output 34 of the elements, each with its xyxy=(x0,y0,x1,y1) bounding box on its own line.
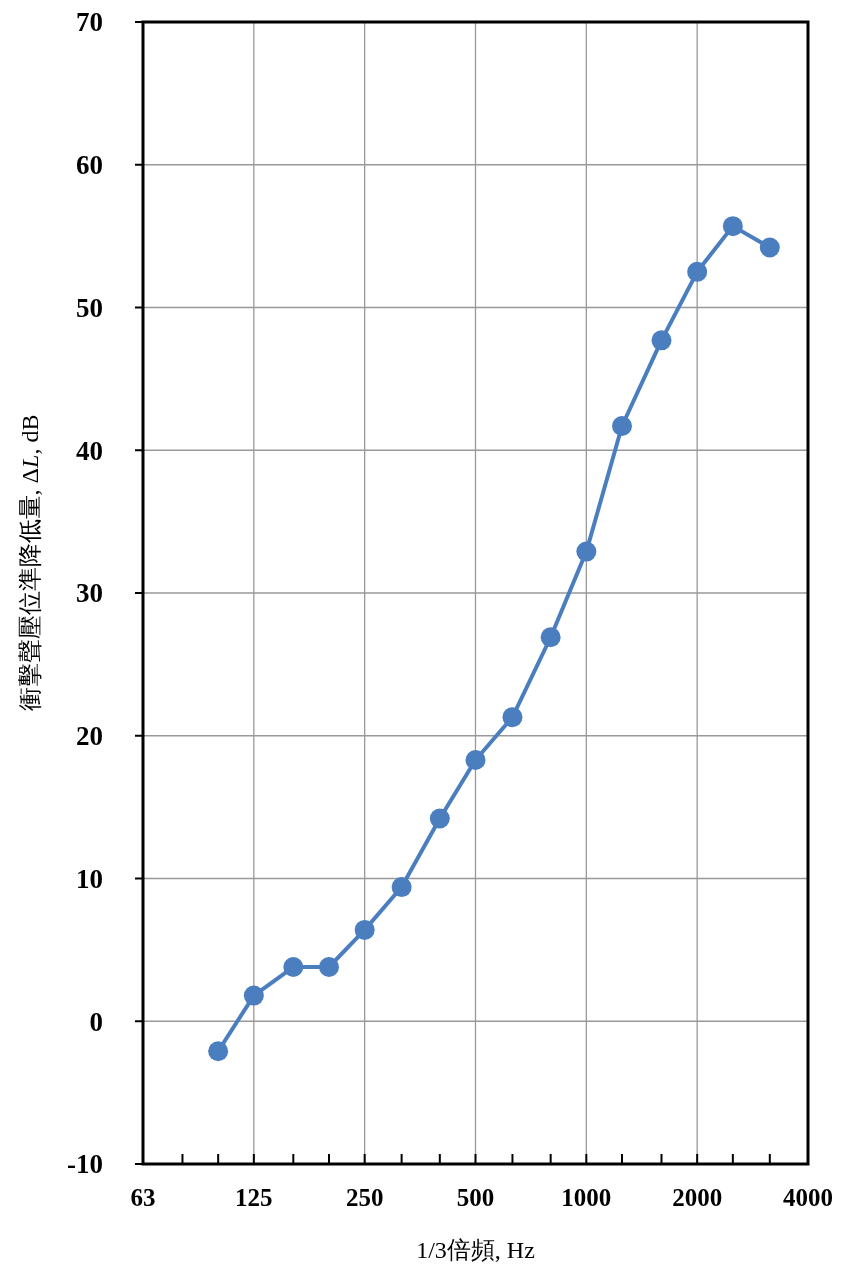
point xyxy=(391,877,412,898)
x-tick-label: 1000 xyxy=(561,1184,612,1211)
x-tick-label: 4000 xyxy=(783,1184,833,1211)
point xyxy=(243,985,264,1006)
x-axis-title: 1/3倍頻, Hz xyxy=(416,1237,535,1263)
point xyxy=(612,415,633,436)
y-tick-label: 40 xyxy=(76,435,103,466)
x-tick-label: 250 xyxy=(345,1184,384,1211)
x-tick-label: 2000 xyxy=(672,1184,723,1211)
y-tick-label: 30 xyxy=(76,578,103,609)
point xyxy=(722,216,743,237)
point xyxy=(283,957,304,978)
y-tick-label: 20 xyxy=(76,721,103,752)
y-tick-label: 70 xyxy=(76,7,103,38)
point xyxy=(208,1041,229,1062)
point xyxy=(540,627,561,648)
y-tick-label: 60 xyxy=(76,150,103,181)
point xyxy=(576,541,597,562)
y-tick-label: 10 xyxy=(76,863,103,894)
y-tick-label: 0 xyxy=(89,1006,103,1037)
point xyxy=(354,919,375,940)
y-tick-label: 50 xyxy=(76,292,103,323)
point xyxy=(465,750,486,771)
point xyxy=(651,330,672,351)
x-tick-label: 63 xyxy=(130,1184,156,1211)
y-axis-title: 衝擊聲壓位準降低量, ΔL, dB xyxy=(17,414,43,712)
y-tick-label: -10 xyxy=(67,1149,103,1180)
point xyxy=(502,707,523,728)
point xyxy=(318,957,339,978)
x-tick-label: 125 xyxy=(235,1184,273,1211)
x-tick-label: 500 xyxy=(456,1184,495,1211)
point xyxy=(687,261,708,282)
point xyxy=(759,237,780,258)
point xyxy=(429,808,450,829)
